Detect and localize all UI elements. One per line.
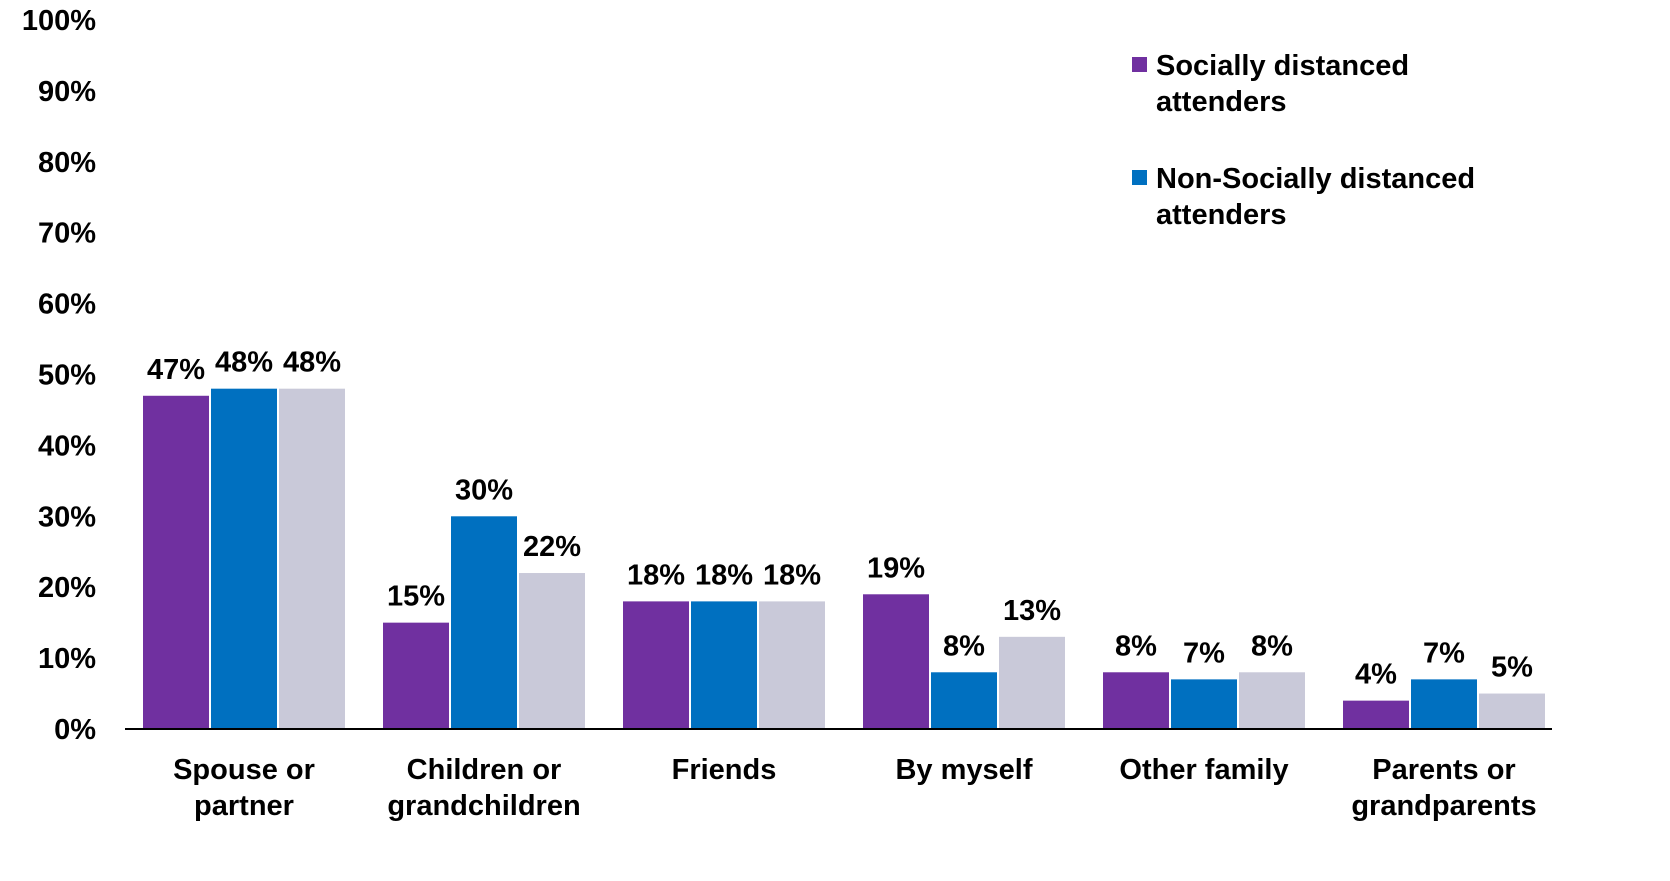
bar xyxy=(1411,679,1477,729)
y-tick-label: 60% xyxy=(38,289,96,321)
bar xyxy=(1103,672,1169,729)
y-tick-label: 90% xyxy=(38,76,96,108)
y-axis-tick-labels: 0% 10% 20% 30% 40% 50% 60% 70% 80% 90% 100% xyxy=(22,5,96,746)
bar-value-label: 8% xyxy=(1251,630,1293,662)
bar xyxy=(211,388,277,729)
bar-value-label: 18% xyxy=(695,559,753,591)
bar-value-label: 22% xyxy=(523,531,581,563)
bar xyxy=(451,516,517,729)
x-category-label: Parents or grandparents xyxy=(1351,754,1536,822)
bar xyxy=(759,601,825,729)
bar-value-label: 8% xyxy=(943,630,985,662)
bar xyxy=(863,594,929,729)
bar xyxy=(1479,693,1545,729)
x-category-label: Children or grandchildren xyxy=(387,754,580,822)
x-category-label: Friends xyxy=(672,754,777,786)
bar xyxy=(691,601,757,729)
bar xyxy=(1343,700,1409,729)
legend-label: Socially distanced attenders xyxy=(1156,50,1409,118)
bar-value-label: 48% xyxy=(283,347,341,379)
bar xyxy=(143,395,209,729)
y-tick-label: 80% xyxy=(38,147,96,179)
bar xyxy=(383,622,449,729)
bar xyxy=(519,573,585,729)
bar-value-label: 7% xyxy=(1183,637,1225,669)
y-tick-label: 40% xyxy=(38,430,96,462)
bar xyxy=(623,601,689,729)
legend-swatch xyxy=(1132,170,1147,185)
x-axis-tick-labels: Spouse or partner Children or grandchildren… xyxy=(173,754,1537,822)
bar xyxy=(931,672,997,729)
y-tick-label: 70% xyxy=(38,218,96,250)
bar xyxy=(279,388,345,729)
bar-value-label: 18% xyxy=(763,559,821,591)
bar-value-label: 5% xyxy=(1491,652,1533,684)
bar-value-label: 18% xyxy=(627,559,685,591)
bar-value-label: 13% xyxy=(1003,595,1061,627)
y-tick-label: 20% xyxy=(38,572,96,604)
bar-value-label: 30% xyxy=(455,474,513,506)
legend-label: Non-Socially distanced attenders xyxy=(1156,163,1475,231)
bar-value-label: 4% xyxy=(1355,659,1397,691)
x-category-label: Other family xyxy=(1119,754,1288,786)
bar-value-label: 48% xyxy=(215,347,273,379)
bar xyxy=(999,636,1065,729)
x-category-label: By myself xyxy=(895,754,1032,786)
x-category-label: Spouse or partner xyxy=(173,754,315,822)
y-tick-label: 30% xyxy=(38,501,96,533)
bar-value-label: 8% xyxy=(1115,630,1157,662)
bar-value-label: 19% xyxy=(867,552,925,584)
y-tick-label: 10% xyxy=(38,643,96,675)
y-tick-label: 100% xyxy=(22,5,96,37)
y-tick-label: 0% xyxy=(54,714,96,746)
bar xyxy=(1239,672,1305,729)
bar-group xyxy=(143,388,1545,729)
legend: Socially distanced attenders Non-Socially … xyxy=(1132,50,1475,231)
bar-value-label: 7% xyxy=(1423,637,1465,669)
bar-value-label: 47% xyxy=(147,354,205,386)
y-tick-label: 50% xyxy=(38,360,96,392)
data-labels: 47% 48% 48% 15% 30% 22% 18% 18% 18% 19% 8% 13% 8% 7% 8… xyxy=(147,347,1533,691)
bar-value-label: 15% xyxy=(387,581,445,613)
legend-swatch xyxy=(1132,57,1147,72)
bar xyxy=(1171,679,1237,729)
